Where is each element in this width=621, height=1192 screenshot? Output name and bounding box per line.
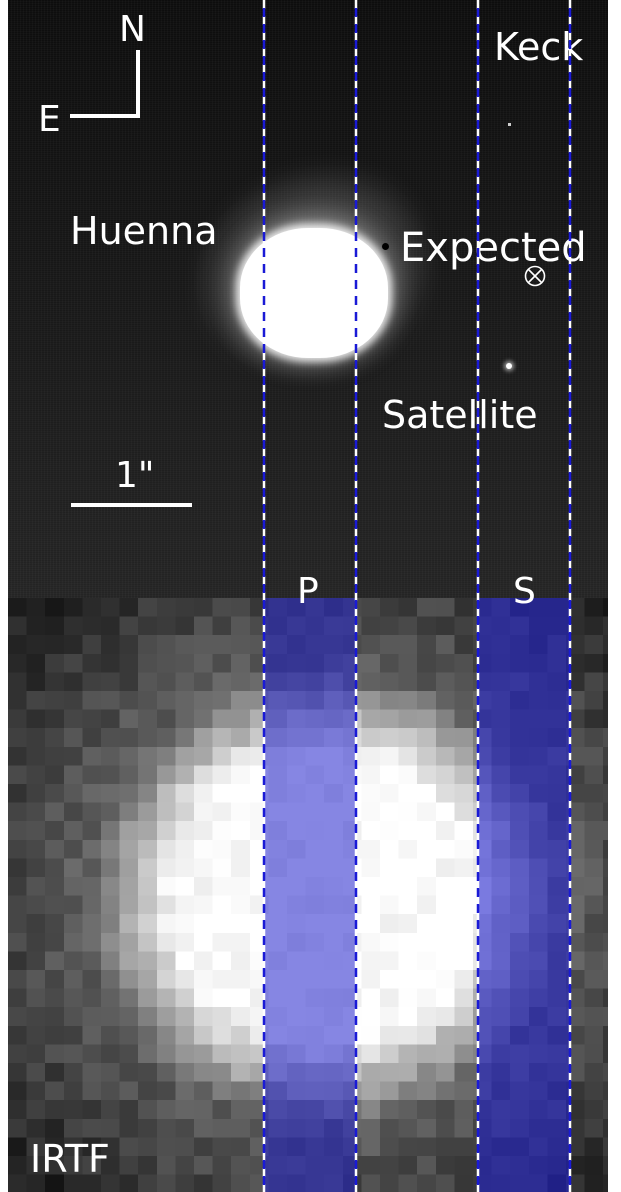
- irtf-pixel-grid: [8, 598, 608, 1192]
- huenna-label: Huenna: [70, 209, 218, 253]
- irtf-label: IRTF: [30, 1137, 110, 1181]
- satellite-point-source: [506, 363, 512, 369]
- compass-icon: [70, 50, 140, 118]
- compass-east-label: E: [38, 99, 61, 140]
- satellite-label: Satellite: [382, 393, 538, 437]
- primary-slit-label: P: [297, 571, 319, 612]
- expected-label: Expected: [400, 225, 587, 271]
- dark-artifact-dot: [382, 243, 389, 250]
- keck-label: Keck: [494, 25, 584, 69]
- faint-point-source: [508, 123, 511, 126]
- scale-bar: [71, 503, 192, 507]
- circled-times-icon: [524, 265, 546, 287]
- secondary-slit-label: S: [513, 571, 536, 612]
- compass-north-label: N: [119, 9, 146, 50]
- irtf-image-panel: [8, 598, 608, 1192]
- figure: N E Keck Huenna Expected Satellite 1": [8, 0, 608, 1192]
- huenna-primary-disk: [240, 228, 388, 358]
- scale-bar-label: 1": [115, 455, 155, 496]
- keck-image-panel: N E Keck Huenna Expected Satellite 1": [8, 0, 608, 598]
